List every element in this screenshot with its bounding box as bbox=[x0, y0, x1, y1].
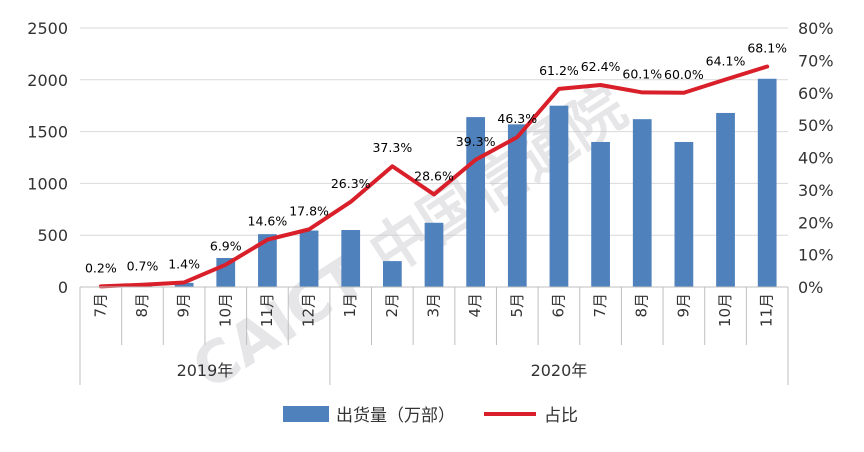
left-tick-label: 1500 bbox=[27, 123, 68, 142]
data-label: 68.1% bbox=[747, 41, 787, 56]
data-label: 37.3% bbox=[372, 140, 412, 155]
data-label: 0.7% bbox=[127, 259, 159, 274]
category-label: 7月 bbox=[591, 293, 609, 318]
category-label: 8月 bbox=[633, 293, 651, 318]
year-label: 2020年 bbox=[531, 361, 588, 380]
right-tick-label: 10% bbox=[798, 246, 834, 265]
right-tick-label: 60% bbox=[798, 84, 834, 103]
left-axis: 0 500 1000 1500 2000 2500 bbox=[27, 19, 68, 297]
data-label: 46.3% bbox=[497, 111, 537, 126]
right-tick-label: 0% bbox=[798, 278, 823, 297]
data-label: 62.4% bbox=[581, 59, 621, 74]
left-tick-label: 500 bbox=[37, 226, 68, 245]
bar bbox=[716, 112, 735, 288]
left-tick-label: 0 bbox=[58, 278, 68, 297]
right-tick-label: 40% bbox=[798, 149, 834, 168]
bar bbox=[507, 124, 527, 288]
left-tick-label: 2000 bbox=[27, 71, 68, 90]
category-label: 9月 bbox=[674, 293, 692, 318]
legend-bar-swatch bbox=[283, 406, 329, 422]
data-label: 64.1% bbox=[706, 53, 746, 68]
bar bbox=[674, 141, 694, 287]
data-label: 0.2% bbox=[85, 260, 117, 275]
bar bbox=[174, 282, 194, 287]
legend: 出货量（万部） 占比 bbox=[283, 406, 578, 426]
category-label: 2月 bbox=[383, 293, 401, 318]
bar bbox=[382, 261, 402, 287]
data-label: 28.6% bbox=[414, 168, 454, 183]
x-axis: 7月 8月 9月 10月 11月 12月 1月 2月 3月 4月 5月 6月 7月 8月 9月 10月 11月 2… bbox=[79, 286, 789, 385]
bar bbox=[424, 222, 444, 287]
category-label: 4月 bbox=[466, 293, 484, 318]
category-label: 9月 bbox=[175, 293, 193, 318]
data-label: 14.6% bbox=[248, 214, 288, 229]
category-label: 8月 bbox=[133, 293, 151, 318]
right-tick-label: 70% bbox=[798, 51, 834, 70]
category-label: 11月 bbox=[758, 293, 776, 327]
category-label: 3月 bbox=[425, 293, 443, 318]
bar bbox=[632, 119, 652, 287]
category-label: 11月 bbox=[258, 293, 276, 327]
data-label: 6.9% bbox=[210, 239, 242, 254]
bar bbox=[258, 234, 277, 287]
bar bbox=[591, 141, 610, 287]
category-label: 12月 bbox=[300, 293, 318, 327]
right-tick-label: 20% bbox=[798, 213, 834, 232]
category-label: 5月 bbox=[508, 293, 526, 318]
left-tick-label: 1000 bbox=[27, 174, 68, 193]
category-label: 10月 bbox=[716, 293, 734, 327]
data-label: 1.4% bbox=[168, 256, 200, 271]
legend-line-label: 占比 bbox=[544, 406, 578, 426]
line-series: 0.2% 0.7% 1.4% 6.9% 14.6%17.8%26.3% 37.3%28.6… bbox=[85, 41, 787, 289]
data-label: 17.8% bbox=[289, 203, 329, 218]
bar bbox=[757, 78, 777, 287]
left-tick-label: 2500 bbox=[27, 19, 68, 38]
category-label: 7月 bbox=[91, 293, 109, 318]
data-label: 26.3% bbox=[331, 176, 371, 191]
year-label: 2019年 bbox=[177, 361, 234, 380]
category-label: 10月 bbox=[216, 293, 234, 327]
ratio-line bbox=[98, 64, 770, 289]
category-label: 6月 bbox=[549, 293, 567, 318]
bar bbox=[341, 230, 361, 287]
bar bbox=[466, 117, 486, 287]
right-tick-label: 80% bbox=[798, 19, 834, 38]
bar bbox=[299, 230, 319, 287]
data-label: 60.0% bbox=[664, 67, 704, 82]
category-label: 1月 bbox=[341, 293, 359, 318]
data-label: 60.1% bbox=[622, 66, 662, 81]
data-label: 39.3% bbox=[456, 134, 496, 149]
bar bbox=[549, 105, 569, 287]
legend-bar-label: 出货量（万部） bbox=[336, 406, 455, 426]
right-tick-label: 50% bbox=[798, 116, 834, 135]
data-label: 61.2% bbox=[539, 63, 579, 78]
right-tick-label: 30% bbox=[798, 181, 834, 200]
right-axis: 0% 10% 20% 30% 40% 50% 60% 70% 80% bbox=[798, 19, 834, 297]
